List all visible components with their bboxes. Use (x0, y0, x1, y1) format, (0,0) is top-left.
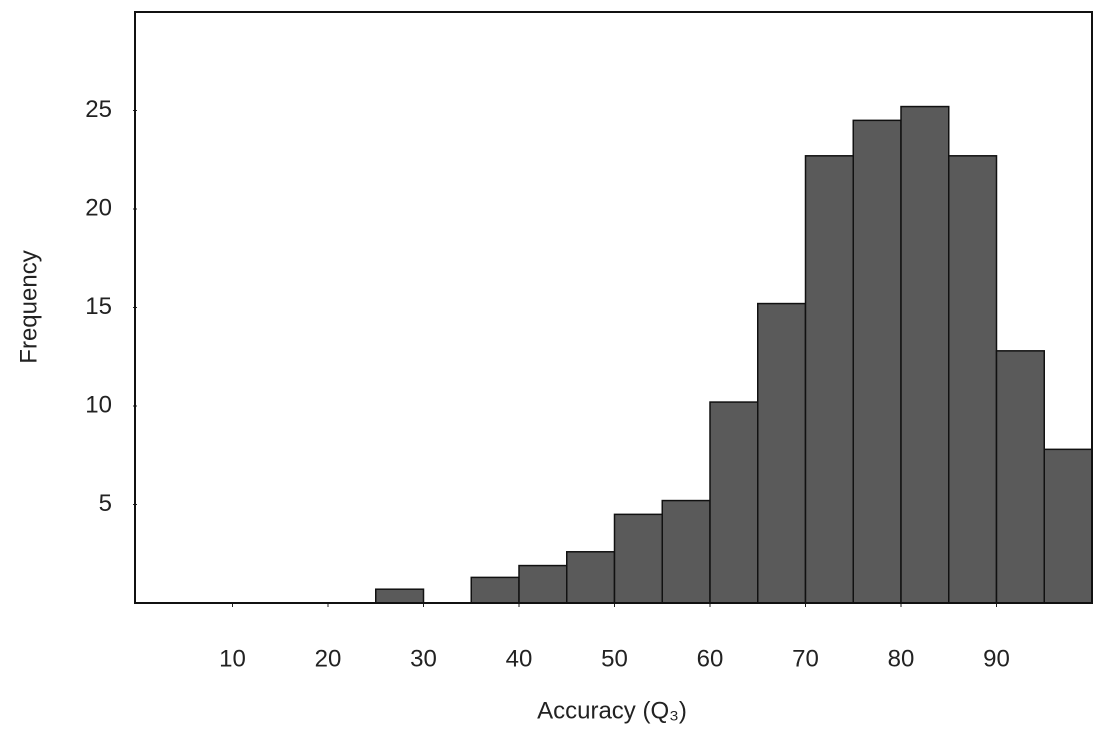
y-axis-label: Frequency (15, 250, 42, 363)
bar (948, 155, 998, 604)
bar (709, 401, 759, 604)
x-tick-label: 40 (506, 645, 533, 672)
bar (852, 119, 902, 604)
bar (995, 350, 1045, 604)
bar (757, 302, 807, 604)
bar (470, 576, 520, 604)
y-tick-label: 5 (99, 490, 112, 517)
x-tick-label: 20 (315, 645, 342, 672)
y-tick-label: 10 (85, 391, 112, 418)
bar (1043, 448, 1093, 604)
y-tick-label: 25 (85, 96, 112, 123)
x-tick-label: 60 (697, 645, 724, 672)
y-tick-label: 15 (85, 293, 112, 320)
bar (518, 564, 568, 604)
y-tick-label: 20 (85, 194, 112, 221)
bar (613, 513, 663, 604)
x-tick-label: 10 (219, 645, 246, 672)
bar (900, 105, 950, 604)
x-tick-label: 50 (601, 645, 628, 672)
bar (661, 499, 711, 604)
bar (804, 155, 854, 604)
bar (375, 588, 425, 604)
x-axis-label: Accuracy (Q₃) (537, 697, 687, 724)
x-tick-label: 90 (983, 645, 1010, 672)
bar (566, 551, 616, 604)
x-tick-label: 80 (888, 645, 915, 672)
x-tick-label: 30 (410, 645, 437, 672)
x-tick-label: 70 (792, 645, 819, 672)
plot-frame (134, 11, 1093, 604)
